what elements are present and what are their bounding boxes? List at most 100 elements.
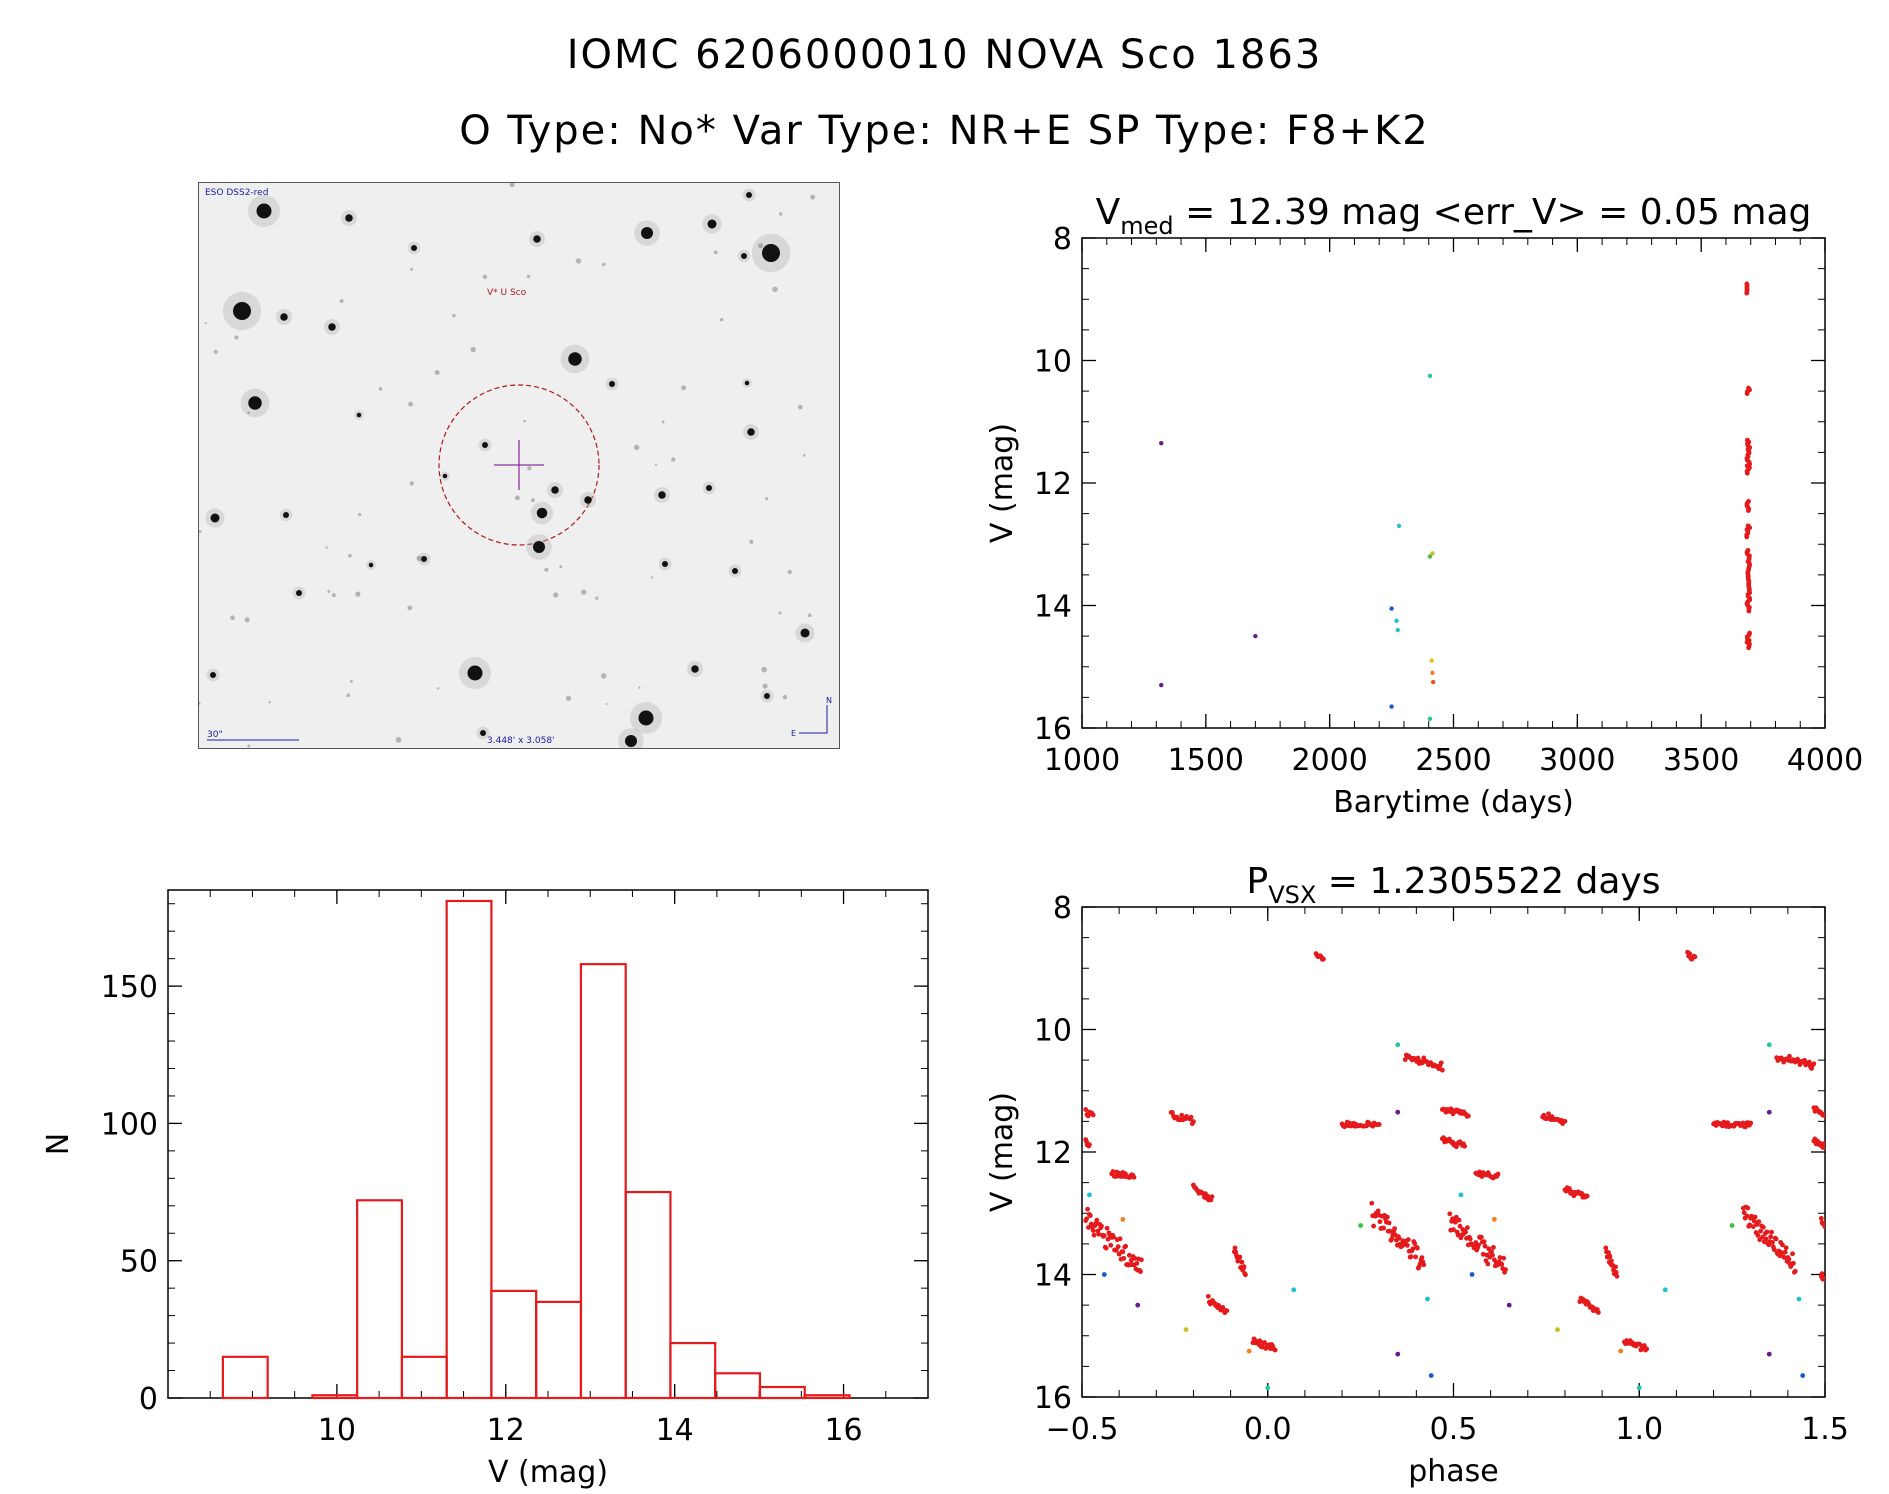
lc-point: [1159, 440, 1164, 446]
ph-point: [1773, 1236, 1779, 1242]
hist-xtick-label: 14: [656, 1413, 694, 1448]
ph-point: [1132, 1256, 1138, 1261]
ph-point: [1567, 1186, 1572, 1191]
ph-point: [1613, 1270, 1619, 1275]
lc-point-dense: [1744, 534, 1750, 540]
finder-star: [533, 235, 541, 243]
finder-scale-label: 30": [207, 730, 223, 740]
ph-point: [1451, 1227, 1456, 1233]
finder-faint-star: [437, 687, 440, 690]
ph-point: [1501, 1255, 1507, 1261]
ph-point: [1131, 1174, 1137, 1180]
ph-point: [1476, 1242, 1481, 1248]
ph-point: [1491, 1244, 1496, 1250]
finder-star: [467, 665, 483, 681]
ph-point: [1412, 1241, 1418, 1246]
finder-star: [256, 203, 272, 219]
ph-point: [1806, 1059, 1812, 1065]
finder-faint-star: [772, 286, 778, 292]
finder-faint-star: [654, 463, 658, 466]
hist-ytick-label: 50: [120, 1245, 158, 1280]
ph-point: [1760, 1234, 1765, 1240]
finder-compass-icon: [799, 705, 828, 734]
finder-east-label: E: [791, 729, 796, 738]
ph-point: [1821, 1220, 1825, 1226]
ph-point-colored: [1101, 1272, 1107, 1277]
ph-point: [1381, 1225, 1387, 1231]
finder-star: [551, 486, 559, 494]
ph-xtick-label: 0.0: [1244, 1412, 1292, 1447]
lc-ytick-label: 10: [1034, 345, 1072, 380]
ph-point: [1086, 1225, 1091, 1230]
ph-point: [1770, 1239, 1775, 1245]
finder-faint-star: [408, 401, 413, 407]
ph-point: [1467, 1236, 1473, 1242]
ph-point-colored: [1636, 1385, 1642, 1391]
ph-frame: [1081, 906, 1826, 1398]
ph-point: [1497, 1255, 1503, 1260]
finder-faint-star: [327, 590, 331, 593]
ph-point: [1134, 1261, 1140, 1266]
histogram-plot: 10 12 14 16 0 50 100 150 V (mag) N: [41, 889, 929, 1490]
ph-point: [1113, 1247, 1119, 1253]
ph-point: [1495, 1171, 1501, 1177]
finder-faint-star: [348, 553, 352, 558]
ph-point: [1369, 1200, 1375, 1206]
finder-star: [638, 710, 654, 726]
ph-point: [1780, 1242, 1785, 1248]
ph-point-colored: [1766, 1042, 1772, 1048]
finder-faint-star: [452, 313, 456, 318]
finder-faint-star: [331, 593, 336, 598]
ph-point: [1392, 1226, 1397, 1232]
ph-point: [1783, 1245, 1789, 1251]
ph-point-colored: [1766, 1351, 1772, 1357]
ph-point: [1408, 1254, 1414, 1259]
ph-point: [1205, 1293, 1211, 1299]
ph-point: [1790, 1251, 1795, 1257]
ph-point: [1191, 1119, 1196, 1124]
finder-faint-star: [325, 546, 328, 549]
ph-point-colored: [1087, 1192, 1092, 1198]
ph-point: [1743, 1124, 1748, 1130]
finder-faint-star: [798, 404, 803, 410]
finder-faint-star: [779, 212, 783, 216]
finder-faint-star: [509, 183, 515, 188]
ph-point: [1480, 1251, 1486, 1257]
ph-point: [1115, 1244, 1121, 1250]
ph-point: [1503, 1267, 1508, 1273]
finder-faint-star: [378, 387, 383, 391]
ph-point: [1779, 1250, 1784, 1256]
ph-point: [1822, 1113, 1825, 1119]
ph-point-colored: [1395, 1109, 1401, 1115]
finder-star: [800, 628, 810, 638]
ph-point: [1457, 1223, 1463, 1229]
ph-point: [1821, 1141, 1825, 1146]
ph-xtick-label: 1.5: [1801, 1412, 1849, 1447]
finder-fov-label: 3.448' x 3.058': [487, 736, 555, 746]
ph-ytick-label: 14: [1034, 1259, 1072, 1294]
ph-point: [1786, 1256, 1792, 1262]
lc-point: [1427, 716, 1433, 722]
finder-faint-star: [651, 576, 654, 579]
finder-star: [533, 541, 545, 553]
finder-faint-star: [244, 617, 250, 623]
finder-star: [658, 491, 666, 499]
finder-faint-star: [395, 737, 402, 743]
ph-point-colored: [1395, 1042, 1401, 1048]
finder-star: [744, 380, 750, 386]
ph-point: [1447, 1211, 1453, 1217]
lc-xtick-label: 3000: [1539, 743, 1615, 778]
hist-xlabel: V (mag): [488, 1455, 608, 1490]
lc-point: [1253, 633, 1258, 639]
lc-point: [1430, 679, 1436, 685]
finder-faint-star: [544, 567, 549, 572]
ph-point: [1818, 1215, 1824, 1221]
ph-point: [1595, 1310, 1601, 1315]
ph-point: [1603, 1245, 1609, 1251]
finder-faint-star: [268, 701, 271, 704]
ph-point: [1371, 1223, 1376, 1229]
finder-faint-star: [575, 258, 582, 264]
ph-point: [1771, 1247, 1777, 1253]
finder-star: [210, 513, 220, 523]
finder-faint-star: [581, 589, 587, 595]
